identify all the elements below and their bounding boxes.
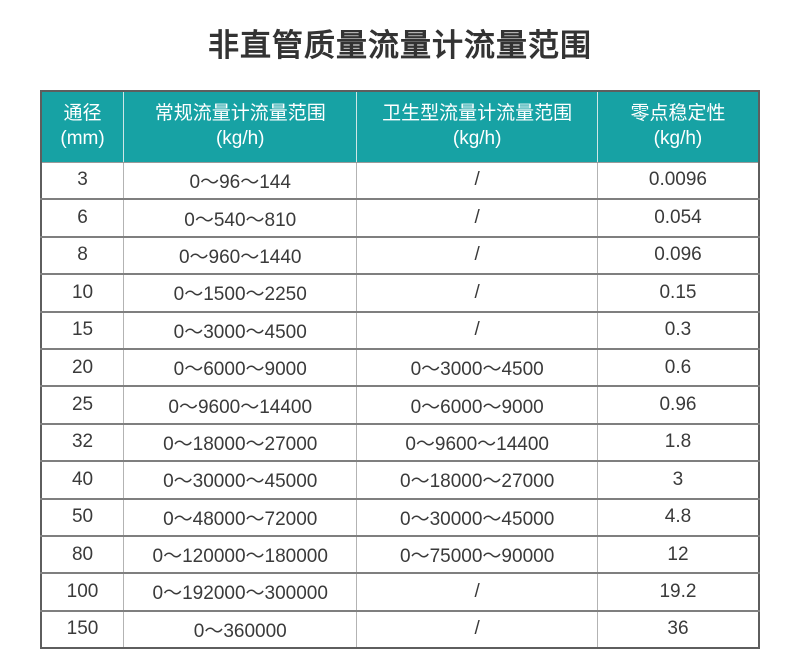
table-cell: 0.15 [596,273,759,312]
flow-range-table: 通径 (mm) 常规流量计流量范围 (kg/h) 卫生型流量计流量范围 (kg/h) 零点稳… [40,90,760,650]
table-cell: 0～30000～45000 [356,497,598,536]
table-cell: 0～9600～14400 [123,385,357,424]
column-header-label: 通径 [63,103,102,125]
flow-range-table-container: 通径 (mm) 常规流量计流量范围 (kg/h) 卫生型流量计流量范围 (kg/h) 零点稳… [40,90,760,650]
table-row: 6 0～540～810/0.054 [41,198,759,237]
column-header: 通径 (mm) [41,91,124,163]
table-cell: 0～960～1440 [123,235,357,275]
table-row: 8 0～960～1440/0.096 [41,235,759,275]
table-cell: 0～6000～9000 [123,347,357,387]
table-row: 10 0～1500～2250/0.15 [41,273,759,312]
table-body: 3 0～96～144/0.0096 6 0～540～810/0.054 8 0～960～1… [41,162,759,649]
table-cell: / [356,273,598,312]
table-cell: 0～9600～14400 [356,422,598,462]
table-row: 15 0～3000～4500/0.3 [41,310,759,349]
column-header-unit: (kg/h) [452,127,502,149]
table-cell: / [356,609,598,649]
table-row: 40 0～30000～45000 0～18000～27000 3 [41,460,759,499]
table-cell: 0～30000～45000 [123,460,357,499]
table-cell: 4.8 [596,497,759,536]
column-header-unit: (mm) [60,127,105,149]
table-cell: 0～120000～180000 [123,534,357,574]
table-row: 50 0～48000～72000 0～30000～45000 4.8 [41,497,759,536]
table-cell: 3 [596,460,759,499]
table-cell: 100 [41,572,124,611]
table-row: 3 0～96～144/0.0096 [41,162,759,200]
table-row: 25 0～9600～14400 0～6000～9000 0.96 [41,385,759,424]
table-cell: 8 [41,235,124,275]
table-header-row: 通径 (mm) 常规流量计流量范围 (kg/h) 卫生型流量计流量范围 (kg/h) 零点稳… [41,91,759,163]
column-header-label: 常规流量计流量范围 [154,103,326,125]
table-cell: 0～18000～27000 [356,460,598,499]
column-header-label: 零点稳定性 [630,103,726,125]
table-cell: / [356,572,598,611]
table-cell: 0.0096 [596,162,759,200]
table-cell: / [356,310,598,349]
table-cell: 0～18000～27000 [123,422,357,462]
table-row: 20 0～6000～9000 0～3000～4500 0.6 [41,347,759,387]
header-row: 通径 (mm) 常规流量计流量范围 (kg/h) 卫生型流量计流量范围 (kg/h) 零点稳… [41,91,759,163]
table-cell: 12 [596,534,759,574]
column-header-unit: (kg/h) [215,127,265,149]
table-cell: 0.096 [596,235,759,275]
table-cell: 0～192000～300000 [123,572,357,611]
table-cell: / [356,198,598,237]
table-cell: 40 [41,460,124,499]
column-header-label: 卫生型流量计流量范围 [382,103,573,125]
table-cell: 1.8 [596,422,759,462]
column-header-unit: (kg/h) [653,127,703,149]
column-header: 卫生型流量计流量范围 (kg/h) [356,91,598,163]
table-cell: 0～1500～2250 [123,273,357,312]
table-cell: / [356,235,598,275]
table-cell: 6 [41,198,124,237]
table-cell: 0.6 [596,347,759,387]
table-row: 80 0～120000～180000 0～75000～90000 12 [41,534,759,574]
table-row: 32 0～18000～27000 0～9600～14400 1.8 [41,422,759,462]
table-cell: 10 [41,273,124,312]
table-cell: 0～3000～4500 [123,310,357,349]
table-cell: 0～540～810 [123,198,357,237]
column-header: 常规流量计流量范围 (kg/h) [123,91,357,163]
table-cell: 19.2 [596,572,759,611]
table-cell: 0.3 [596,310,759,349]
table-cell: 0～6000～9000 [356,385,598,424]
table-cell: 0.054 [596,198,759,237]
table-cell: / [356,162,598,200]
table-cell: 32 [41,422,124,462]
table-cell: 25 [41,385,124,424]
table-cell: 36 [596,609,759,649]
table-cell: 0～360000 [123,609,357,649]
table-cell: 20 [41,347,124,387]
column-header: 零点稳定性 (kg/h) [596,91,759,163]
table-cell: 150 [41,609,124,649]
table-row: 150 0～360000/36 [41,609,759,649]
table-row: 100 0～192000～300000/19.2 [41,572,759,611]
table-cell: 15 [41,310,124,349]
table-cell: 0.96 [596,385,759,424]
table-cell: 50 [41,497,124,536]
table-cell: 80 [41,534,124,574]
table-cell: 0～48000～72000 [123,497,357,536]
table-cell: 0～75000～90000 [356,534,598,574]
table-cell: 0～3000～4500 [356,347,598,387]
page-title: 非直管质量流量计流量范围 [208,28,592,63]
table-cell: 0～96～144 [123,162,357,200]
table-cell: 3 [41,162,124,200]
